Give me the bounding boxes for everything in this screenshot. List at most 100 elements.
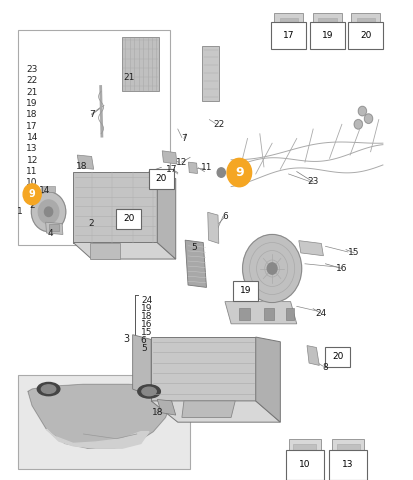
Text: 22: 22 [213, 120, 224, 129]
Text: 7: 7 [89, 110, 95, 120]
Text: 17: 17 [166, 165, 177, 174]
Polygon shape [43, 186, 55, 192]
Bar [18, 30, 170, 245]
Ellipse shape [41, 385, 56, 393]
Text: 9: 9 [29, 189, 36, 199]
Polygon shape [157, 399, 176, 415]
Ellipse shape [37, 383, 60, 396]
Bar [287, 308, 294, 320]
Polygon shape [208, 212, 219, 243]
Text: 24: 24 [316, 309, 327, 318]
Text: 18: 18 [26, 110, 38, 120]
Bar [318, 18, 337, 32]
Polygon shape [47, 429, 149, 448]
Bar [122, 37, 159, 91]
Text: 24: 24 [141, 296, 152, 305]
Bar [202, 46, 219, 101]
Text: 15: 15 [141, 328, 152, 337]
Bar [18, 375, 190, 469]
Text: 20: 20 [156, 174, 167, 183]
Text: 21: 21 [26, 88, 38, 96]
Circle shape [358, 107, 366, 116]
Circle shape [364, 114, 373, 123]
Text: 23: 23 [307, 178, 319, 187]
Text: 19: 19 [141, 304, 152, 313]
Circle shape [45, 207, 53, 216]
Text: 19: 19 [322, 31, 333, 40]
Polygon shape [307, 346, 319, 365]
Text: 5: 5 [191, 243, 197, 252]
Text: 13: 13 [26, 144, 38, 154]
Text: 19: 19 [240, 286, 251, 295]
Text: 11: 11 [201, 163, 212, 172]
Text: 10: 10 [26, 179, 38, 187]
Polygon shape [182, 401, 235, 418]
Bar [337, 444, 359, 461]
Text: 16: 16 [141, 320, 152, 329]
Text: 17: 17 [26, 122, 38, 131]
FancyBboxPatch shape [271, 22, 306, 48]
Polygon shape [225, 301, 297, 324]
FancyBboxPatch shape [329, 450, 367, 480]
Text: 22: 22 [26, 76, 38, 85]
Circle shape [242, 234, 301, 302]
FancyBboxPatch shape [349, 22, 383, 48]
FancyBboxPatch shape [116, 209, 141, 229]
Text: 12: 12 [26, 156, 38, 165]
FancyBboxPatch shape [233, 281, 258, 300]
Text: 5: 5 [141, 344, 147, 353]
Text: 6: 6 [141, 336, 147, 345]
Circle shape [217, 168, 225, 177]
Text: 17: 17 [283, 31, 294, 40]
Circle shape [23, 184, 41, 204]
Text: 14: 14 [26, 133, 38, 142]
Polygon shape [299, 240, 323, 256]
Polygon shape [73, 171, 157, 242]
Polygon shape [46, 222, 63, 234]
Text: 13: 13 [342, 460, 354, 469]
Text: 10: 10 [299, 460, 311, 469]
Polygon shape [73, 242, 176, 259]
Bar [357, 18, 375, 32]
Circle shape [31, 192, 66, 232]
Bar [264, 308, 274, 320]
Bar [313, 13, 342, 36]
FancyBboxPatch shape [286, 450, 324, 480]
Text: 1: 1 [17, 207, 23, 216]
Ellipse shape [138, 385, 160, 398]
Text: 18: 18 [76, 162, 87, 171]
Bar [294, 444, 316, 461]
Text: 3: 3 [123, 335, 130, 345]
Text: 18: 18 [152, 408, 163, 417]
Circle shape [38, 200, 59, 224]
Polygon shape [133, 335, 151, 396]
Bar [280, 18, 298, 32]
Text: 23: 23 [26, 65, 38, 74]
Text: 20: 20 [360, 31, 371, 40]
Polygon shape [188, 162, 197, 173]
Polygon shape [151, 337, 256, 401]
Text: 21: 21 [123, 72, 134, 82]
Text: 19: 19 [26, 99, 38, 108]
Text: 12: 12 [176, 157, 188, 167]
Text: 11: 11 [26, 167, 38, 176]
Bar [351, 13, 380, 36]
Polygon shape [162, 151, 177, 164]
Text: 18: 18 [141, 312, 152, 321]
Polygon shape [157, 171, 176, 259]
FancyBboxPatch shape [325, 347, 351, 367]
FancyBboxPatch shape [310, 22, 345, 48]
FancyBboxPatch shape [149, 169, 174, 189]
Polygon shape [256, 337, 280, 422]
Text: 2: 2 [89, 219, 95, 228]
Circle shape [267, 263, 277, 274]
Text: 7: 7 [181, 134, 187, 143]
Text: 14: 14 [39, 186, 50, 195]
Text: 9: 9 [235, 166, 244, 179]
Polygon shape [90, 242, 120, 259]
Text: 6: 6 [222, 212, 228, 221]
Text: 8: 8 [323, 363, 328, 372]
Text: 2: 2 [29, 201, 35, 210]
Polygon shape [77, 155, 94, 169]
Bar [274, 13, 303, 36]
